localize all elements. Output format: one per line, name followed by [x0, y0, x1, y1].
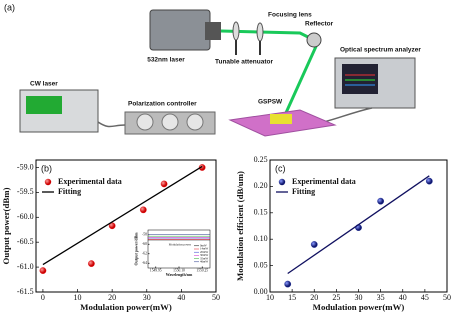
x-tick-label: 25 [332, 293, 340, 302]
graphene [270, 114, 292, 124]
legend-label: 14mW [200, 247, 208, 251]
legend-label: 20mW [200, 250, 208, 254]
x-tick-label: 1550.25 [196, 269, 208, 273]
data-point [377, 197, 384, 205]
data-point [160, 180, 168, 188]
label: Optical spectrum analyzer [340, 47, 421, 54]
panel-label: (c) [275, 163, 286, 173]
data-point [39, 267, 47, 274]
x-tick-label: 45 [421, 293, 429, 302]
y-tick-label: -58 [142, 233, 147, 237]
x-tick-label: 30 [143, 293, 151, 302]
y-axis-title: Modulation efficient (dB/um) [235, 171, 245, 281]
cw-screen [26, 96, 62, 114]
x-tick-label: 20 [108, 293, 116, 302]
legend-label: Experimental data [58, 177, 122, 186]
plot-frame [35, 159, 217, 293]
x-tick-label: 35 [377, 293, 385, 302]
legend-label: 0mW [200, 243, 207, 247]
y-axis-title: Output power(dBm) [1, 187, 11, 264]
y-tick-label: -61.5 [17, 287, 34, 296]
reflector [306, 32, 322, 48]
data-point [310, 241, 318, 248]
setup-diagram: (a) 532nm laser Focusing lens Reflector … [4, 2, 421, 137]
osa-screen [342, 64, 378, 94]
x-tick-label: 0 [41, 293, 45, 302]
y-tick-label: 0.00 [254, 287, 268, 296]
y-tick-label: -60.0 [17, 212, 34, 221]
y-axis-title: Output power/dBm [133, 232, 138, 266]
y-tick-label: 0.20 [254, 181, 268, 190]
x-tick-label: 15 [288, 293, 296, 302]
y-tick-label: 0.25 [254, 155, 268, 164]
data-point [139, 206, 147, 214]
y-tick-label: -64 [142, 261, 147, 265]
x-tick-label: 1550.10 [173, 269, 185, 273]
y-tick-label: 0.15 [254, 208, 268, 217]
laser-head [205, 22, 221, 40]
y-tick-label: 0.10 [254, 234, 268, 243]
y-tick-label: -60 [142, 242, 147, 246]
pc-paddle [136, 113, 154, 131]
lens [256, 22, 264, 42]
label: Tunable attenuator [215, 59, 273, 66]
y-tick-label: -61.0 [17, 262, 34, 271]
legend-swatch [278, 178, 286, 186]
y-tick-label: -59.0 [17, 162, 34, 171]
legend-label: Fitting [58, 187, 81, 196]
data-point [88, 260, 95, 267]
y-tick-label: -60.5 [17, 237, 34, 246]
x-tick-label: 50 [212, 293, 220, 302]
y-tick-label: -62 [142, 252, 147, 256]
panel-label: (a) [4, 2, 15, 12]
pc-paddle [161, 113, 179, 131]
label: 532nm laser [147, 57, 185, 64]
label: Focusing lens [268, 12, 312, 19]
legend-label: 30mW [200, 253, 208, 257]
x-tick-label: 20 [310, 293, 318, 302]
legend-swatch [44, 178, 52, 186]
legend-label: Experimental data [292, 177, 356, 186]
series-line [287, 175, 430, 275]
x-tick-label: 40 [399, 293, 407, 302]
x-axis-title: Wavelength/nm [166, 272, 193, 277]
x-tick-label: 50 [443, 293, 451, 302]
x-tick-label: 10 [266, 293, 274, 302]
pc-paddle [186, 113, 204, 131]
panel-label: (b) [41, 163, 52, 173]
attenuator [232, 21, 240, 41]
legend-label: Fitting [292, 187, 315, 196]
legend-label: 35mW [200, 256, 208, 260]
x-tick-label: 30 [355, 293, 363, 302]
data-point [198, 164, 206, 171]
y-tick-label: -59.5 [17, 187, 34, 196]
legend-label: 46mW [200, 259, 208, 263]
legend-title: Modulation power [169, 242, 191, 246]
x-tick-label: 10 [74, 293, 82, 302]
x-axis-title: Modulation power(mW) [313, 302, 405, 312]
data-point [284, 280, 292, 288]
x-tick-label: 1549.95 [150, 269, 162, 273]
label: Reflector [305, 21, 334, 28]
label: GSPSW [258, 99, 283, 106]
series-line [42, 165, 203, 266]
label: CW laser [30, 81, 58, 88]
data-point [425, 177, 433, 185]
y-tick-label: 0.05 [254, 260, 268, 269]
x-tick-label: 40 [177, 293, 185, 302]
x-axis-title: Modulation power(mW) [80, 302, 172, 312]
label: Polarization controller [128, 101, 197, 108]
laser-532 [149, 9, 211, 51]
